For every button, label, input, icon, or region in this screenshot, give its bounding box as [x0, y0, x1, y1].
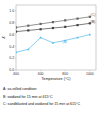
- y-tick: [15, 46, 16, 47]
- series-marker: [52, 21, 54, 23]
- y-axis-label: ε: [0, 36, 6, 39]
- annotation: (C): [91, 13, 96, 17]
- series-marker: [76, 36, 78, 38]
- series-marker: [76, 17, 78, 19]
- series-line: [16, 23, 90, 31]
- plot-marks: [16, 16, 91, 53]
- y-tick: [15, 58, 16, 59]
- annotation: (A): [62, 40, 67, 44]
- plot-frame: [16, 5, 96, 70]
- legend-entry: A: as-rolled condition: [3, 87, 37, 91]
- y-tick: [15, 34, 16, 35]
- y-tick: [15, 22, 16, 23]
- annotation: (B): [91, 20, 96, 24]
- x-tick-label: 1000: [86, 72, 94, 76]
- series-marker: [40, 28, 42, 30]
- legend-entry: B: oxidized for 15 min at 615°C: [3, 95, 53, 99]
- x-tick-label: 600: [38, 72, 44, 76]
- series-marker: [16, 30, 17, 32]
- legend-entry: C: sandblasted and oxidized for 15 min a…: [3, 102, 81, 106]
- y-tick-label: 0.8: [9, 21, 14, 25]
- series-marker: [27, 48, 29, 50]
- y-tick-label: 0.2: [9, 56, 14, 60]
- series-marker: [16, 26, 17, 28]
- y-tick-label: 1.0: [9, 9, 14, 13]
- series-marker: [27, 25, 29, 27]
- series-marker: [52, 27, 54, 29]
- y-tick-label: 0.0: [9, 68, 14, 72]
- series-marker: [27, 29, 29, 31]
- series-marker: [39, 36, 41, 38]
- series-marker: [16, 51, 17, 53]
- chart: 40060080010000.00.20.40.60.81.0Temperatu…: [0, 0, 100, 115]
- y-tick-label: 0.4: [9, 45, 14, 49]
- series-marker: [76, 24, 78, 26]
- series-marker: [52, 41, 54, 43]
- y-tick: [15, 10, 16, 11]
- series-marker: [64, 26, 66, 28]
- series-line: [16, 35, 90, 53]
- y-tick: [15, 70, 16, 71]
- series-marker: [40, 23, 42, 25]
- series-marker: [64, 19, 66, 21]
- series-marker: [89, 33, 91, 35]
- series-line: [16, 17, 90, 28]
- x-tick-label: 800: [62, 72, 68, 76]
- y-tick-label: 0.6: [9, 33, 14, 37]
- x-axis-label: Temperature (°C): [41, 77, 71, 81]
